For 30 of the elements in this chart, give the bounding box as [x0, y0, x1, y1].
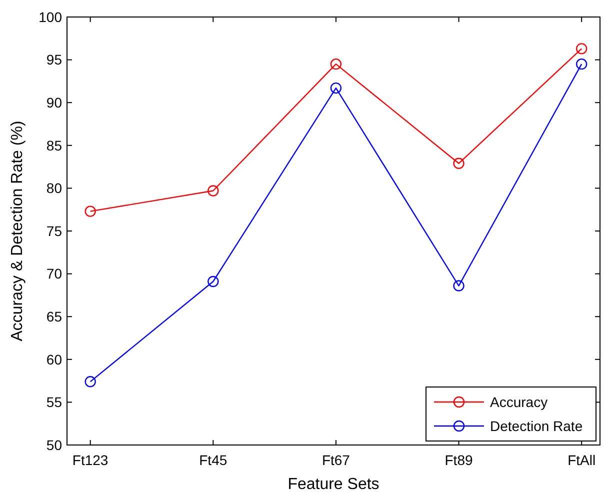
y-tick-label: 70: [46, 266, 62, 282]
point: [453, 158, 464, 169]
point: [208, 185, 219, 196]
x-tick-label: Ft123: [72, 452, 108, 468]
y-tick-label: 80: [46, 180, 62, 196]
y-tick-label: 50: [46, 436, 62, 453]
point: [208, 276, 219, 288]
y-tick-label: 65: [46, 308, 62, 324]
x-tick-label: FtAll: [568, 452, 596, 468]
y-tick-label: 85: [46, 137, 62, 154]
point: [84, 376, 96, 388]
y-tick-label: 90: [46, 94, 62, 110]
x-tick-label: Ft67: [322, 452, 350, 468]
x-tick-label: Ft89: [444, 452, 473, 468]
y-tick-label: 100: [38, 8, 62, 25]
point: [453, 280, 464, 292]
point: [84, 206, 96, 217]
x-axis-title: Feature Sets: [288, 476, 380, 493]
y-tick-label: 60: [46, 351, 62, 368]
y-tick-label: 55: [46, 394, 62, 410]
point: [330, 82, 342, 94]
y-axis-title: Accuracy & Detection Rate (%): [9, 120, 26, 342]
y-tick-label: 95: [46, 52, 62, 68]
legend-label: Accuracy: [490, 394, 548, 410]
point: [576, 43, 588, 54]
x-tick-label: Ft45: [199, 452, 228, 468]
y-tick-label: 75: [46, 222, 62, 239]
legend-label: Detection Rate: [490, 418, 583, 434]
point: [576, 58, 588, 70]
point: [330, 58, 342, 70]
